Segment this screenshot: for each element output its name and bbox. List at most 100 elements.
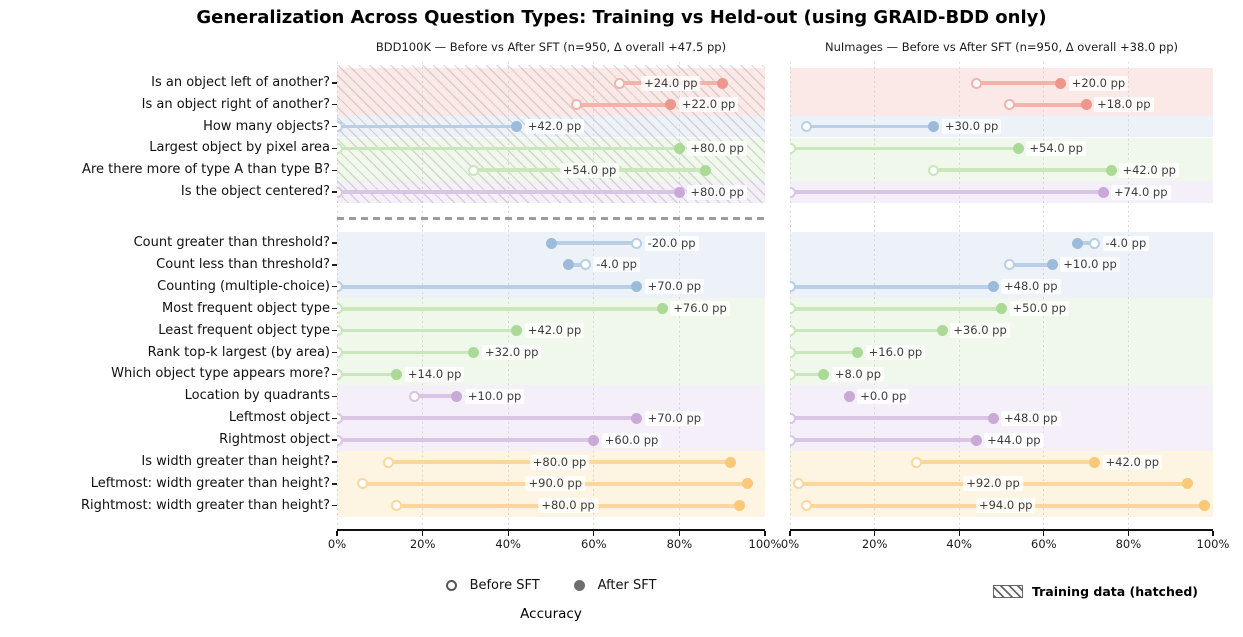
x-tick <box>1043 531 1045 536</box>
delta-label: +16.0 pp <box>865 345 926 360</box>
dumbbell-line <box>806 124 934 129</box>
gridline <box>1043 62 1045 530</box>
y-tick <box>332 483 337 485</box>
after-sft-dot <box>843 390 855 402</box>
after-sft-dot <box>391 368 403 380</box>
gridline <box>422 62 424 530</box>
x-tick-label: 20% <box>409 537 436 551</box>
x-axis-line <box>790 529 1213 531</box>
before-sft-dot <box>790 347 796 358</box>
before-sft-dot <box>382 456 394 468</box>
y-axis-label: Rightmost: width greater than height? <box>80 497 330 513</box>
dumbbell-line <box>790 438 977 442</box>
dumbbell-line <box>337 372 397 377</box>
after-sft-dot <box>936 325 948 337</box>
before-sft-dot <box>790 368 796 380</box>
delta-label: +48.0 pp <box>1001 279 1061 295</box>
delta-label: +42.0 pp <box>1119 162 1179 178</box>
y-tick <box>332 125 337 128</box>
after-sft-dot <box>673 142 685 154</box>
category-band <box>790 115 1213 138</box>
gridline <box>678 62 680 530</box>
after-sft-dot <box>665 99 677 111</box>
before-sft-dot <box>337 434 343 446</box>
delta-label: +10.0 pp <box>464 388 525 404</box>
x-tick <box>336 531 338 536</box>
after-sft-dot <box>1105 164 1117 176</box>
y-tick <box>332 191 337 193</box>
dumbbell-line <box>790 350 858 355</box>
left-panel-plot-area: +24.0 pp +22.0 pp +42.0 pp +80.0 pp +54.0 pp… <box>337 62 765 530</box>
y-axis-label: Is width greater than height? <box>141 454 330 469</box>
x-tick <box>1127 531 1130 536</box>
y-axis-label: Which object type appears more? <box>111 366 330 382</box>
delta-label: +80.0 pp <box>538 498 598 514</box>
after-sft-dot <box>1046 259 1058 271</box>
dumbbell-line <box>1009 102 1087 107</box>
x-axis-title: Accuracy <box>520 606 582 622</box>
before-sft-dot <box>790 303 796 315</box>
y-tick <box>332 286 337 288</box>
y-tick <box>332 439 337 441</box>
before-sft-dot <box>1004 99 1016 111</box>
delta-label: +94.0 pp <box>975 498 1036 514</box>
y-tick <box>332 308 337 310</box>
delta-label: +54.0 pp <box>1026 140 1086 156</box>
x-tick-label: 100% <box>1196 537 1230 551</box>
after-sft-dot <box>631 281 643 293</box>
x-tick <box>789 531 791 536</box>
dumbbell-line <box>337 416 637 421</box>
delta-label: +76.0 pp <box>670 301 730 317</box>
gridline <box>764 62 765 530</box>
after-sft-dot <box>716 77 728 89</box>
delta-label: +20.0 pp <box>1068 75 1129 91</box>
delta-label: +32.0 pp <box>481 345 542 360</box>
x-tick-label: 80% <box>666 537 693 551</box>
after-sft-dot <box>511 325 523 337</box>
dumbbell-line <box>790 306 1002 311</box>
x-tick-label: 0% <box>780 537 800 551</box>
y-axis-label: Is an object right of another? <box>141 96 330 112</box>
delta-label: +42.0 pp <box>524 323 585 339</box>
delta-label: +24.0 pp <box>641 75 701 91</box>
after-sft-dot <box>928 121 940 133</box>
delta-label: +10.0 pp <box>1060 257 1120 273</box>
after-sft-dot <box>1055 77 1067 89</box>
y-axis-label: Is the object centered? <box>180 184 330 199</box>
y-tick <box>332 373 337 376</box>
y-tick <box>332 505 337 507</box>
before-sft-dot <box>337 281 343 293</box>
dumbbell-line <box>551 241 637 245</box>
after-sft-dot <box>699 164 711 176</box>
dumbbell-line <box>1077 241 1095 245</box>
dumbbell-line <box>337 350 474 355</box>
delta-label: +44.0 pp <box>984 432 1044 448</box>
before-sft-dot <box>1089 237 1101 249</box>
left-panel-subtitle: BDD100K — Before vs After SFT (n=950, Δ … <box>375 40 727 54</box>
right-panel-subtitle: NuImages — Before vs After SFT (n=950, Δ… <box>825 40 1178 54</box>
y-axis-label: Most frequent object type <box>162 300 330 316</box>
delta-label: +14.0 pp <box>404 366 465 382</box>
gridline <box>593 62 595 530</box>
training-separator-line <box>337 217 765 220</box>
before-sft-dot <box>790 142 796 154</box>
x-axis-line <box>337 529 765 531</box>
delta-label: +80.0 pp <box>687 140 747 156</box>
dumbbell-line <box>337 306 663 311</box>
x-tick-label: 80% <box>1115 537 1142 551</box>
after-sft-dot <box>725 456 737 468</box>
after-sft-dot <box>987 281 999 293</box>
legend-before-label: Before SFT <box>469 578 540 593</box>
legend-item-after: After SFT <box>573 578 656 593</box>
y-axis-label: Leftmost object <box>228 410 330 426</box>
x-tick-label: 40% <box>495 537 521 551</box>
gridline <box>874 62 876 530</box>
right-panel-plot-area: +20.0 pp +18.0 pp +30.0 pp +54.0 pp +42.0 pp… <box>790 62 1213 530</box>
before-sft-dot <box>1004 259 1016 271</box>
after-sft-dot <box>545 237 557 249</box>
y-axis-label: How many objects? <box>203 118 330 134</box>
legend-item-before: Before SFT <box>445 578 540 593</box>
x-tick-label: 40% <box>946 537 972 551</box>
before-sft-dot <box>337 186 343 198</box>
after-sft-dot <box>818 368 830 380</box>
